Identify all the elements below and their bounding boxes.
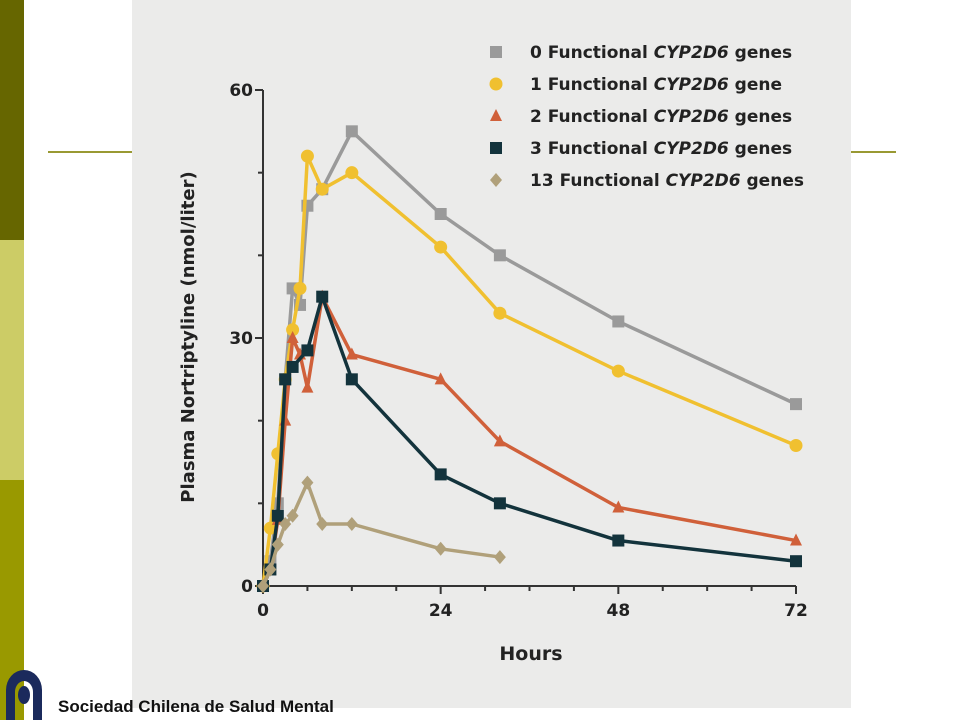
data-point [612, 315, 625, 328]
data-point [279, 373, 292, 386]
data-point [434, 240, 448, 254]
data-point [345, 125, 358, 138]
legend-item-1: 0 Functional CYP2D6 genes [490, 43, 792, 63]
data-point [493, 550, 506, 565]
data-point [434, 372, 447, 385]
legend-label: 3 Functional CYP2D6 genes [530, 139, 792, 159]
data-point [316, 517, 329, 531]
data-point [493, 249, 506, 262]
x-axis-label: Hours [499, 643, 562, 665]
data-point [286, 323, 300, 337]
x-tick-label: 72 [784, 601, 808, 621]
y-tick-label: 60 [229, 81, 253, 101]
data-point [301, 344, 314, 357]
data-point [790, 533, 802, 546]
series-5 [257, 475, 506, 593]
data-point [301, 475, 314, 490]
data-point [345, 166, 359, 180]
data-point [790, 398, 802, 411]
data-point [789, 438, 803, 452]
y-tick-label: 30 [229, 329, 253, 349]
legend-item-4: 3 Functional CYP2D6 genes [490, 139, 792, 159]
legend-item-3: 2 Functional CYP2D6 genes [490, 107, 792, 127]
title-rule-left [48, 151, 138, 153]
footer-society-name: Sociedad Chilena de Salud Mental [58, 697, 334, 716]
legend-label: 13 Functional CYP2D6 genes [530, 171, 804, 191]
data-point [315, 182, 329, 196]
title-rule-right [848, 151, 896, 153]
side-bar-light [0, 240, 24, 480]
series-3 [257, 289, 802, 591]
series-4 [257, 290, 802, 592]
x-tick-label: 24 [429, 601, 453, 621]
data-point [493, 497, 506, 510]
data-point [611, 364, 625, 378]
data-point [300, 149, 314, 163]
data-point [286, 360, 299, 373]
data-point [264, 562, 277, 577]
data-point [434, 541, 447, 556]
y-tick-label: 0 [241, 577, 253, 597]
x-tick-label: 0 [257, 601, 269, 621]
legend-marker [490, 142, 502, 154]
series-line [261, 294, 797, 587]
society-logo-icon [6, 670, 42, 720]
chart-series [256, 125, 803, 593]
side-bar-dark [0, 0, 24, 240]
data-point [279, 517, 292, 531]
data-point [263, 521, 277, 535]
data-point [316, 290, 329, 303]
legend-item-5: 13 Functional CYP2D6 genes [490, 171, 804, 191]
series-line [261, 480, 501, 587]
data-point [293, 281, 307, 295]
data-point [345, 517, 358, 531]
chart-legend: 0 Functional CYP2D6 genes 1 Functional CY… [489, 43, 804, 191]
data-point [790, 555, 802, 568]
data-point [345, 373, 358, 386]
data-point [271, 537, 284, 552]
legend-marker [490, 46, 502, 58]
legend-marker [490, 109, 502, 121]
data-point [434, 468, 447, 481]
chart-axes: 0 30 60 0 24 48 72 [229, 81, 808, 621]
legend-item-2: 1 Functional CYP2D6 gene [489, 75, 782, 95]
legend-marker [490, 173, 502, 187]
y-axis-label: Plasma Nortriptyline (nmol/liter) [178, 171, 199, 502]
data-point [493, 306, 507, 320]
x-tick-label: 48 [606, 601, 630, 621]
series-1 [257, 125, 802, 592]
data-point [493, 434, 506, 447]
legend-marker [489, 77, 503, 91]
data-point [286, 508, 299, 523]
data-point [301, 380, 314, 393]
chart-svg: 0 30 60 0 24 48 72 0 Functional CYP2D6 genes 1 … [178, 43, 808, 665]
series-line [261, 154, 797, 587]
legend-label: 1 Functional CYP2D6 gene [530, 75, 782, 95]
legend-label: 2 Functional CYP2D6 genes [530, 107, 792, 127]
data-point [434, 208, 447, 220]
legend-label: 0 Functional CYP2D6 genes [530, 43, 792, 63]
data-point [257, 579, 269, 593]
data-point [286, 331, 299, 343]
data-point [612, 534, 625, 547]
series-line [261, 294, 797, 587]
data-point [345, 347, 358, 360]
data-point [612, 500, 625, 513]
data-point [271, 509, 284, 522]
chart-figure: 0 30 60 0 24 48 72 0 Functional CYP2D6 genes 1 … [132, 0, 851, 708]
